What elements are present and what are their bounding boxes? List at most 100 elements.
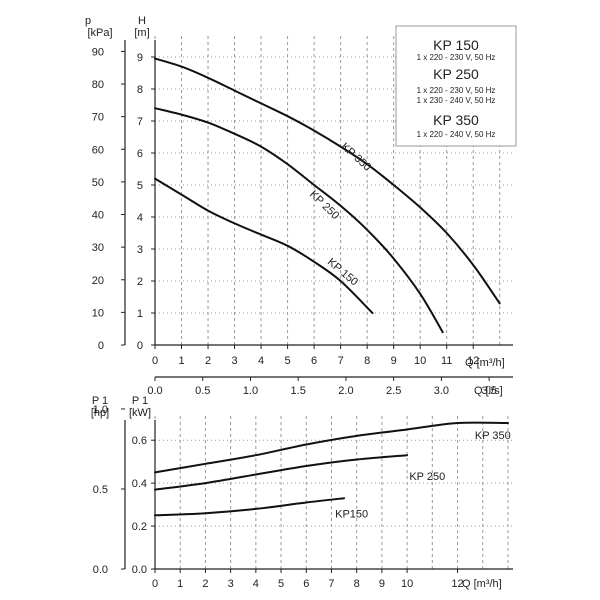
head-x-tick-label: 4: [258, 355, 264, 367]
power-x-tick-label: 2: [202, 578, 208, 590]
p1-hp-axis-label: P 1: [92, 395, 108, 407]
power-x-tick-label: 6: [303, 578, 309, 590]
legend-kp150-voltage: 1 x 220 - 230 V, 50 Hz: [417, 53, 496, 62]
power-x-ticks: 0 1 2 3 4 5 6 7 8 9 10 12: [152, 569, 464, 590]
power-x-tick-label: 8: [354, 578, 360, 590]
head-x-tick-label: 7: [338, 355, 344, 367]
p-tick-label: 90: [92, 46, 104, 58]
p-tick-label: 0: [98, 340, 104, 352]
h-tick-label: 0: [137, 340, 143, 352]
power-x-tick-label: 1: [177, 578, 183, 590]
h-axis-label: H: [138, 15, 146, 27]
head-curve-kp250: [154, 107, 444, 334]
hp-tick-label: 0.5: [93, 484, 108, 496]
head-curve-kp350: [154, 57, 501, 305]
hp-axis-unit: [hp]: [91, 407, 109, 419]
p-tick-label: 40: [92, 210, 104, 222]
head-x-ticks: 0 1 2 3 4 5 6 7 8 9 10 11 12: [152, 345, 479, 367]
ls-tick-label: 1.5: [291, 385, 306, 397]
h-tick-label: 2: [137, 276, 143, 288]
h-tick-label: 7: [137, 116, 143, 128]
legend-kp350-voltage: 1 x 220 - 240 V, 50 Hz: [417, 130, 496, 139]
ls-tick-label: 1.0: [243, 385, 258, 397]
legend-kp250-title: KP 250: [433, 66, 479, 82]
legend-kp350-title: KP 350: [433, 112, 479, 128]
power-curve-kp350: [154, 421, 509, 474]
power-x-tick-label: 0: [152, 578, 158, 590]
h-tick-label: 9: [137, 52, 143, 64]
head-x-tick-label: 5: [285, 355, 291, 367]
legend-kp250-voltage-1: 1 x 220 - 230 V, 50 Hz: [417, 86, 496, 95]
legend-kp250-voltage-2: 1 x 230 - 240 V, 50 Hz: [417, 96, 496, 105]
power-x-tick-label: 12: [451, 578, 463, 590]
hp-tick-label: 1.0: [93, 404, 108, 416]
p-tick-label: 70: [92, 112, 104, 124]
p-tick-label: 80: [92, 79, 104, 91]
power-curves: KP150 KP 250 KP 350: [154, 421, 511, 520]
power-x-tick-label: 5: [278, 578, 284, 590]
head-x-tick-label: 1: [178, 355, 184, 367]
head-x-tick-label: 0: [152, 355, 158, 367]
h-tick-label: 3: [137, 244, 143, 256]
m-axis-unit: [m]: [134, 27, 149, 39]
power-q-axis-label: Q [m³/h]: [462, 578, 502, 590]
head-x-tick-label: 8: [364, 355, 370, 367]
legend-box: KP 150 1 x 220 - 230 V, 50 Hz KP 250 1 x…: [395, 25, 517, 147]
power-axes: 0.0 0.2 0.4 0.6 0.0 0.5 1.0: [93, 404, 513, 576]
head-x-tick-label: 12: [467, 355, 479, 367]
power-x-tick-label: 10: [401, 578, 413, 590]
kpa-axis-unit: [kPa]: [87, 27, 112, 39]
p1-kw-axis-label: P 1: [132, 395, 148, 407]
legend-frame: [395, 25, 517, 147]
head-x-secondary-ticks: 0.0 0.5 1.0 1.5 2.0 2.5 3.0 3.5: [147, 377, 497, 397]
head-x-tick-label: 6: [311, 355, 317, 367]
ls-tick-label: 3.0: [434, 385, 449, 397]
power-curve-kp150-label: KP150: [335, 508, 368, 520]
power-curve-kp250: [154, 454, 409, 491]
kw-tick-label: 0.4: [132, 478, 147, 490]
power-curve-kp250-label: KP 250: [409, 471, 445, 483]
h-tick-label: 1: [137, 308, 143, 320]
head-curve-kp350-label: KP 350: [339, 141, 374, 174]
ls-tick-label: 0.5: [195, 385, 210, 397]
p-tick-label: 60: [92, 144, 104, 156]
kw-axis-unit: [kW]: [129, 407, 151, 419]
power-grid: [154, 414, 513, 569]
power-x-tick-label: 3: [228, 578, 234, 590]
h-tick-label: 8: [137, 84, 143, 96]
power-chart: 0.00.20.40.60.00.51.0 P 1 [hp] P 1 [kW] …: [91, 395, 513, 590]
ls-tick-label: 2.5: [386, 385, 401, 397]
kw-tick-label: 0.0: [132, 564, 147, 576]
power-x-tick-label: 9: [379, 578, 385, 590]
legend-kp150-title: KP 150: [433, 37, 479, 53]
p-tick-label: 20: [92, 275, 104, 287]
head-x-tick-label: 9: [391, 355, 397, 367]
h-tick-label: 4: [137, 212, 143, 224]
power-x-tick-label: 7: [328, 578, 334, 590]
head-x-tick-label: 10: [414, 355, 426, 367]
power-curve-kp150: [154, 497, 346, 517]
kw-tick-label: 0.2: [132, 521, 147, 533]
hp-tick-label: 0.0: [93, 564, 108, 576]
q-m3h-axis-label: Q [m³/h]: [465, 357, 505, 369]
q-ls-axis-label: Q [l/s]: [474, 385, 503, 397]
ls-tick-label: 0.0: [147, 385, 162, 397]
p-axis-label: p: [85, 15, 91, 27]
power-x-tick-label: 4: [253, 578, 259, 590]
h-tick-label: 6: [137, 148, 143, 160]
head-x-tick-label: 2: [205, 355, 211, 367]
p-tick-label: 30: [92, 242, 104, 254]
p-tick-label: 50: [92, 177, 104, 189]
head-x-tick-label: 3: [231, 355, 237, 367]
head-x-tick-label: 11: [441, 355, 452, 367]
h-tick-label: 5: [137, 180, 143, 192]
power-curve-kp350-label: KP 350: [475, 430, 511, 442]
ls-tick-label: 3.5: [481, 385, 496, 397]
p-tick-label: 10: [92, 307, 104, 319]
ls-tick-label: 2.0: [338, 385, 353, 397]
head-curve-kp150: [154, 177, 374, 314]
kw-tick-label: 0.6: [132, 435, 147, 447]
